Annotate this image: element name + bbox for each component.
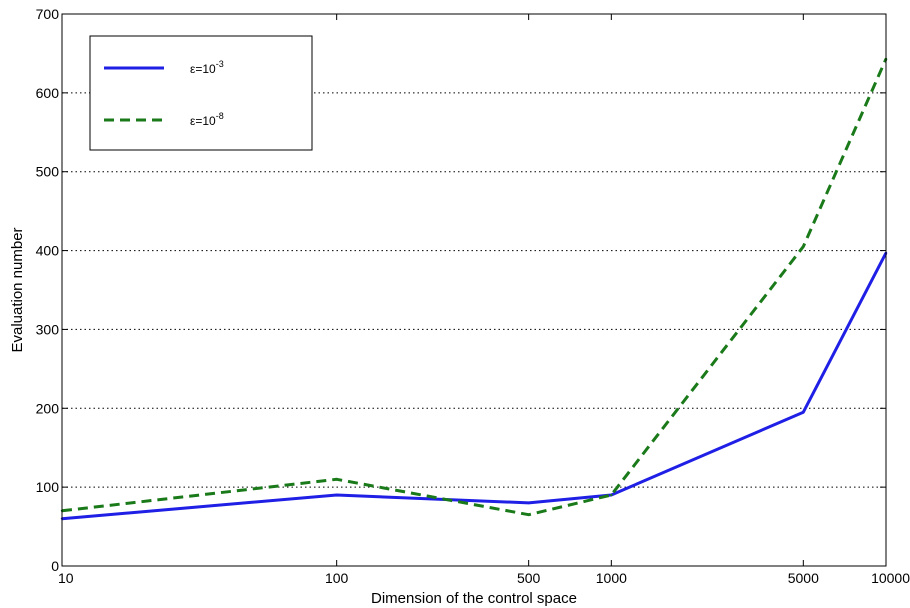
y-axis-ticks: 0 100 200 300 400 500 600 700	[36, 6, 886, 574]
y-tick-label-100: 100	[36, 479, 60, 495]
y-axis-title: Evaluation number	[9, 227, 26, 352]
x-tick-label-500: 500	[517, 570, 541, 586]
legend-label-series-2: ε=10-8	[190, 111, 224, 128]
legend-label-series-1: ε=10-3	[190, 59, 224, 76]
data-point-series-2-x-100	[335, 478, 338, 481]
x-tick-label-10000: 10000	[871, 570, 910, 586]
data-point-series-1-x-5000	[802, 411, 805, 414]
x-tick-label-1000: 1000	[596, 570, 627, 586]
data-point-series-2-x-5000	[802, 245, 805, 248]
y-tick-label-700: 700	[36, 6, 60, 22]
plot-area-frame	[61, 13, 887, 567]
x-axis-title: Dimension of the control space	[371, 590, 577, 607]
legend-label-series-1-exponent: -3	[216, 59, 224, 69]
series-lines	[60, 57, 888, 521]
data-point-series-2-x-1000	[610, 493, 613, 497]
legend-label-series-2-base: ε=10	[190, 114, 216, 128]
x-tick-label-5000: 5000	[788, 570, 819, 586]
y-tick-label-600: 600	[36, 85, 60, 101]
legend-label-series-1-base: ε=10	[190, 62, 216, 76]
data-point-series-1-x-100	[335, 493, 338, 497]
data-point-series-2-x-500	[527, 513, 530, 516]
y-tick-label-200: 200	[36, 400, 60, 416]
y-tick-label-300: 300	[36, 321, 60, 337]
x-tick-label-100: 100	[325, 570, 349, 586]
legend: ε=10-3 ε=10-8	[89, 35, 313, 151]
legend-label-series-2-exponent: -8	[216, 111, 224, 121]
legend-box	[89, 35, 313, 151]
series-line-2	[61, 58, 888, 517]
data-point-series-1-x-500	[527, 501, 530, 505]
y-tick-label-400: 400	[36, 243, 60, 259]
y-tick-label-500: 500	[36, 164, 60, 180]
y-tick-label-0: 0	[51, 558, 59, 574]
series-line-1	[61, 252, 888, 521]
x-tick-label-10: 10	[58, 570, 74, 586]
